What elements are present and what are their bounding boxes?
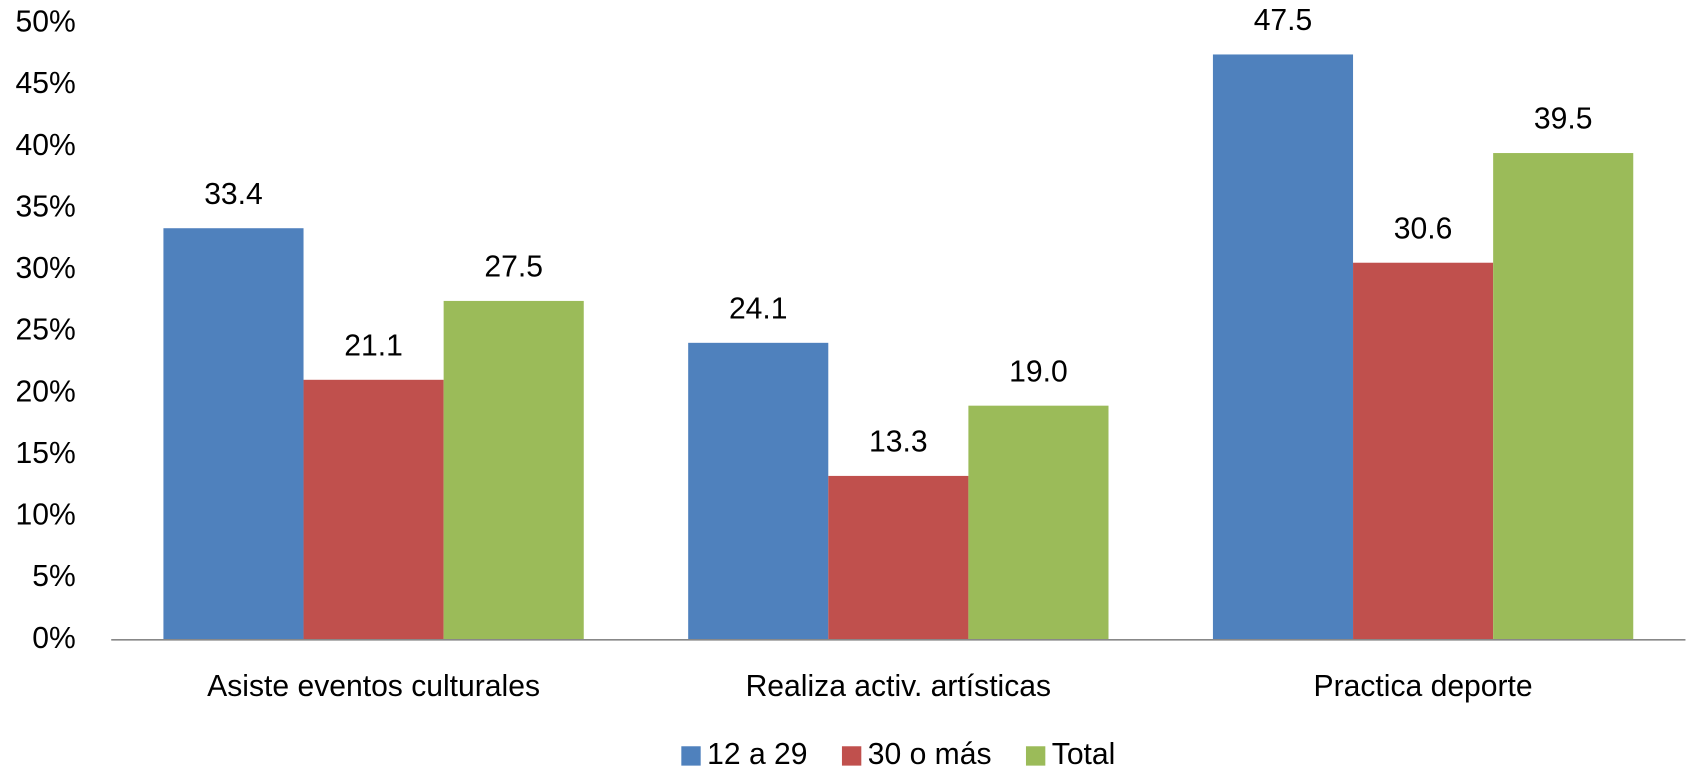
data-label: 13.3 <box>869 426 928 459</box>
data-label: 33.4 <box>204 178 263 211</box>
bar <box>828 475 969 640</box>
y-tick-label: 45% <box>15 67 75 100</box>
x-tick-label: Practica deporte <box>1314 670 1533 703</box>
y-tick-label: 20% <box>15 375 75 408</box>
bar <box>688 342 829 640</box>
data-label: 47.5 <box>1254 4 1313 37</box>
bar <box>303 379 444 640</box>
bar <box>968 405 1109 640</box>
legend-label: 12 a 29 <box>707 738 807 771</box>
legend-label: 30 o más <box>868 738 992 771</box>
legend-swatch <box>1025 746 1046 766</box>
y-tick-label: 40% <box>15 129 75 162</box>
legend-swatch <box>841 746 862 766</box>
y-tick-label: 10% <box>15 499 75 532</box>
x-tick-label: Realiza activ. artísticas <box>746 670 1052 703</box>
bar <box>443 300 584 640</box>
data-label: 39.5 <box>1534 103 1593 136</box>
bar <box>1212 54 1354 640</box>
data-label: 27.5 <box>484 251 543 284</box>
legend-label: Total <box>1052 738 1116 771</box>
bar <box>163 228 304 640</box>
data-label: 19.0 <box>1009 355 1068 388</box>
bar <box>1353 262 1494 640</box>
y-tick-label: 25% <box>15 314 75 347</box>
y-tick-label: 5% <box>32 560 76 593</box>
legend-swatch <box>681 746 701 766</box>
y-tick-label: 50% <box>15 6 75 39</box>
y-tick-label: 0% <box>32 622 76 655</box>
data-label: 24.1 <box>729 293 788 326</box>
data-label: 30.6 <box>1394 212 1453 245</box>
x-tick-label: Asiste eventos culturales <box>207 670 540 703</box>
y-tick-label: 30% <box>15 252 75 285</box>
bar <box>1493 153 1634 640</box>
y-tick-label: 35% <box>15 190 75 223</box>
y-tick-label: 15% <box>15 437 75 470</box>
data-label: 21.1 <box>344 329 403 362</box>
